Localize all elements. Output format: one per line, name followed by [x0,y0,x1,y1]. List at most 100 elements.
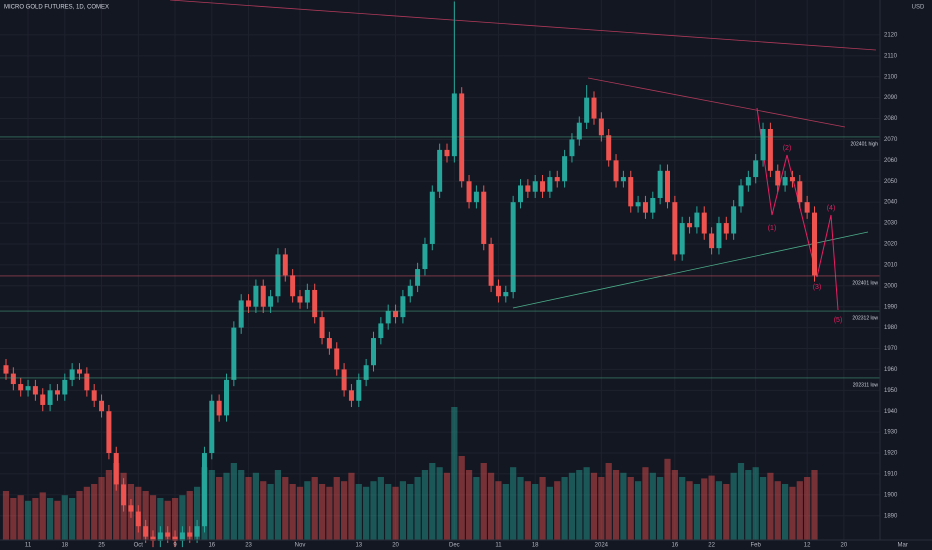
volume-bar [465,470,473,540]
volume-bar [245,477,252,540]
y-tick-label: 2120 [884,32,898,38]
volume-bar [679,477,686,540]
volume-bar [164,500,171,540]
volume-bar [69,498,76,540]
volume-bar [671,470,678,540]
volume-bar [686,481,693,540]
y-tick-label: 2010 [884,262,898,268]
candle-body [312,289,318,318]
volume-bar [693,484,700,540]
candle-body [282,254,288,276]
volume-bar [458,456,465,540]
volume-bar [392,486,399,540]
candle-body [679,223,685,255]
candle-body [304,289,310,303]
volume-bar [715,481,723,540]
volume-bar [157,498,164,540]
candle-body [341,369,347,391]
volume-bar [510,467,517,540]
candle-body [775,170,781,186]
volume-bar [789,486,796,540]
candle-body [444,149,450,157]
volume-bar [767,472,774,540]
y-tick-label: 1980 [884,325,898,331]
candle-body [165,532,171,537]
candle-body [407,285,413,297]
volume-bar [377,477,384,540]
y-tick-label: 2060 [884,158,898,164]
volume-bar [238,470,245,540]
volume-bar [554,481,561,540]
candle-body [378,323,384,339]
volume-bar [223,472,230,540]
candle-body [518,185,523,203]
candle-body [297,296,303,303]
volume-bar [590,472,598,540]
y-tick-label: 1920 [884,451,898,457]
volume-bar [61,495,68,540]
volume-bar [664,458,671,540]
candle-body [187,532,193,537]
volume-bar [216,477,223,540]
volume-bar [32,498,39,540]
candle-body [510,202,516,293]
volume-bar [171,498,179,540]
candle-body [532,181,538,192]
candle-body [62,379,68,395]
candle-body [481,191,487,244]
volume-bar [311,477,318,540]
wave-label: (2) [783,145,792,152]
candle-body [415,269,421,286]
candle-body [635,202,641,207]
volume-bar [495,481,502,540]
volume-bar [649,472,656,540]
candle-body [54,390,60,395]
candle-body [554,177,560,182]
volume-bar [142,491,149,540]
volume-bar [759,477,767,540]
candle-body [701,212,707,234]
candle-body [91,390,97,401]
candle-body [694,212,700,228]
y-tick-label: 1960 [884,367,898,373]
level-label: 202311 low [853,382,879,388]
level-label: 202401 low [852,280,878,286]
x-tick-label: Mar [898,543,908,549]
volume-bar [539,477,546,540]
y-tick-label: 2080 [884,116,898,122]
candle-body [613,160,619,182]
candle-body [495,285,501,297]
candle-body [665,170,670,203]
y-tick-label: 2000 [884,283,898,289]
volume-bar [612,470,620,540]
candle-body [128,505,134,512]
candle-body [238,300,244,328]
candle-body [231,327,237,380]
volume-bar [546,486,553,540]
x-tick-label: 16 [208,543,215,549]
candle-body [348,390,354,401]
volume-bar [282,477,289,540]
candle-body [400,296,406,318]
volume-bar [429,463,436,540]
candle-body [246,300,252,307]
volume-bar [113,463,120,540]
volume-bar [421,470,429,540]
y-tick-label: 2020 [884,242,898,248]
volume-bar [443,472,451,540]
y-tick-label: 2110 [884,53,898,59]
level-label: 202312 low [852,315,878,321]
volume-bar [274,470,282,540]
candle-body [334,348,340,370]
volume-bar [208,470,215,540]
volume-bar [480,463,487,540]
volume-bar [488,472,495,540]
candle-body [393,310,399,318]
candle-body [3,365,9,374]
volume-bar [804,477,811,540]
y-tick-label: 2040 [884,200,898,206]
candle-body [290,275,296,297]
candle-body [650,197,656,213]
volume-bar [2,491,10,540]
candle-body [113,453,119,485]
